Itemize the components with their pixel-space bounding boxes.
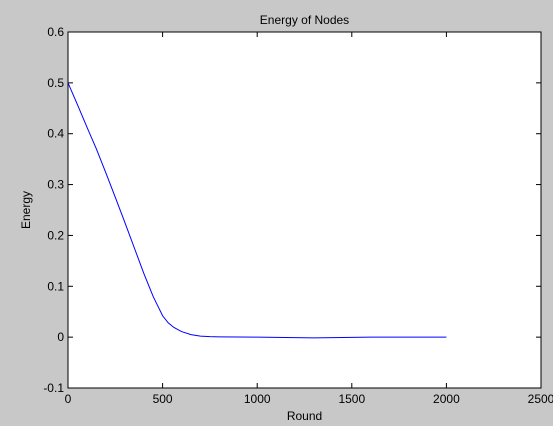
x-tick-label: 1000 xyxy=(244,392,271,406)
y-tick-label: 0.4 xyxy=(47,127,64,141)
y-tick-label: -0.1 xyxy=(43,381,64,395)
axis-ticks xyxy=(67,31,542,389)
tick-labels: 0 500 1000 1500 2000 2500-0.100.10.20.30.40.5… xyxy=(43,25,553,406)
x-tick-label: 2000 xyxy=(433,392,460,406)
y-tick-label: 0.5 xyxy=(47,76,64,90)
y-tick-label: 0 xyxy=(57,330,64,344)
y-tick-label: 0.1 xyxy=(47,279,64,293)
series-layer xyxy=(67,82,447,339)
plot-area xyxy=(67,31,542,389)
x-tick-label: 1500 xyxy=(338,392,365,406)
energy-line xyxy=(67,82,447,339)
x-axis-title: Round xyxy=(287,409,322,423)
chart-title: Energy of Nodes xyxy=(260,13,349,27)
x-tick-label: 0 xyxy=(65,392,72,406)
x-tick-label: 500 xyxy=(153,392,173,406)
y-tick-label: 0.3 xyxy=(47,178,64,192)
y-tick-label: 0.6 xyxy=(47,25,64,39)
y-axis-title: Energy xyxy=(19,191,33,229)
y-tick-label: 0.2 xyxy=(47,228,64,242)
x-tick-label: 2500 xyxy=(528,392,553,406)
